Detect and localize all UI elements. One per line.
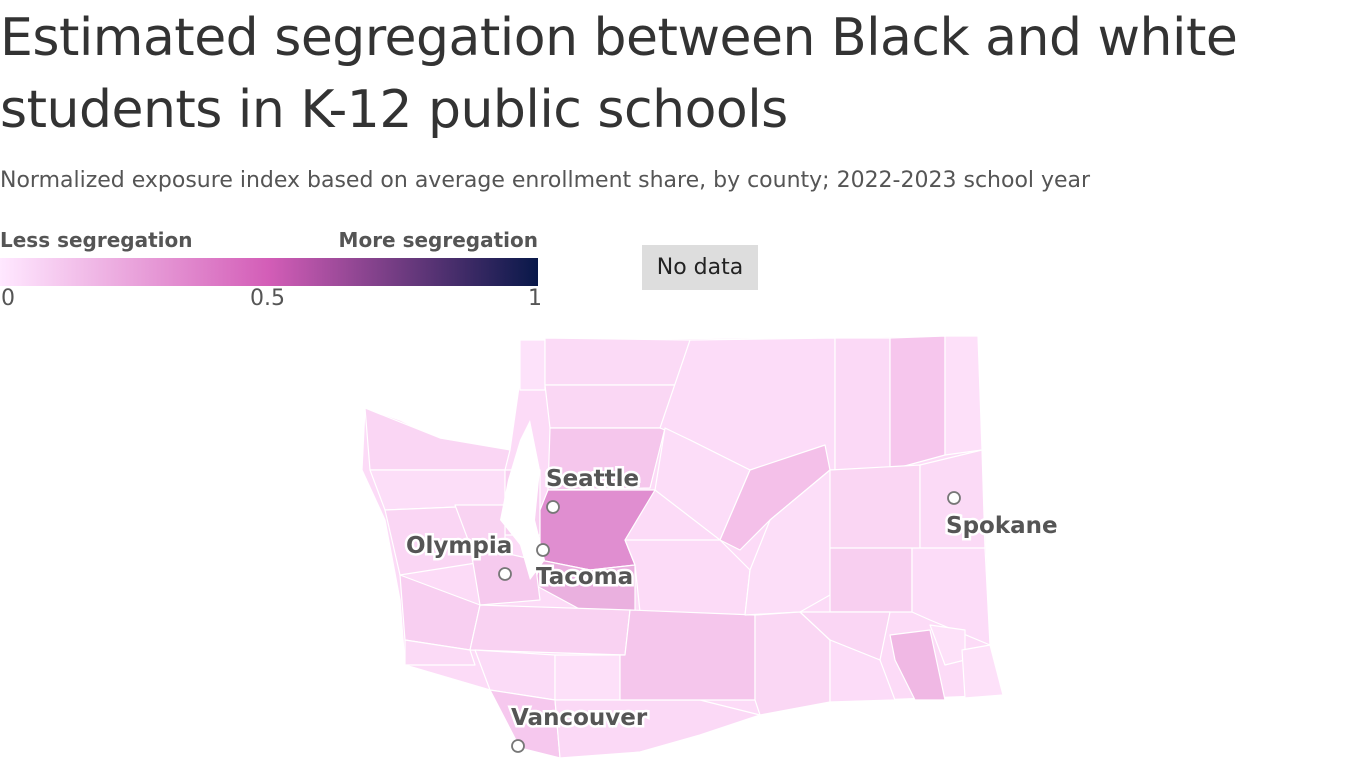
puget-sound-water	[500, 420, 545, 580]
city-label-vancouver: Vancouver	[511, 705, 648, 731]
county-lincoln	[829, 464, 921, 551]
city-dot-tacoma	[536, 543, 550, 557]
county-clallam	[364, 407, 511, 471]
county-lewis	[469, 604, 631, 656]
county-skamania	[554, 654, 621, 701]
county-walla-walla	[829, 639, 896, 703]
county-asotin	[961, 644, 1004, 699]
county-snohomish	[547, 427, 666, 491]
no-data-swatch: No data	[642, 245, 758, 290]
county-ferry	[834, 337, 891, 471]
county-columbia	[889, 629, 946, 701]
city-label-olympia: Olympia	[406, 533, 512, 559]
city-label-seattle: Seattle	[546, 466, 639, 492]
chart-title: Estimated segregation between Black and …	[0, 8, 1238, 140]
city-dot-spokane	[947, 491, 961, 505]
chart-subtitle: Normalized exposure index based on avera…	[0, 168, 1091, 193]
county-pend-oreille	[944, 335, 983, 456]
county-yakima	[619, 609, 756, 701]
county-whatcom	[544, 337, 691, 386]
county-adams	[829, 547, 913, 613]
city-dot-olympia	[498, 567, 512, 581]
legend-tick-0.5: 0.5	[250, 286, 285, 311]
legend-tick-1: 1	[528, 286, 542, 311]
legend-gradient-bar	[0, 258, 538, 286]
county-jefferson	[369, 469, 506, 511]
legend-high-label: More segregation	[338, 228, 538, 252]
county-wahkiakum	[404, 639, 476, 666]
legend-low-label: Less segregation	[0, 228, 193, 252]
city-label-tacoma: Tacoma	[536, 564, 633, 590]
city-dot-seattle	[546, 500, 560, 514]
county-cowlitz	[474, 649, 556, 701]
city-label-spokane: Spokane	[946, 513, 1058, 539]
legend-tick-0: 0	[1, 286, 15, 311]
county-kittitas	[624, 539, 751, 616]
county-stevens	[889, 335, 946, 471]
city-dot-vancouver	[511, 739, 525, 753]
county-san-juan	[519, 339, 546, 391]
county-mason	[454, 504, 506, 546]
